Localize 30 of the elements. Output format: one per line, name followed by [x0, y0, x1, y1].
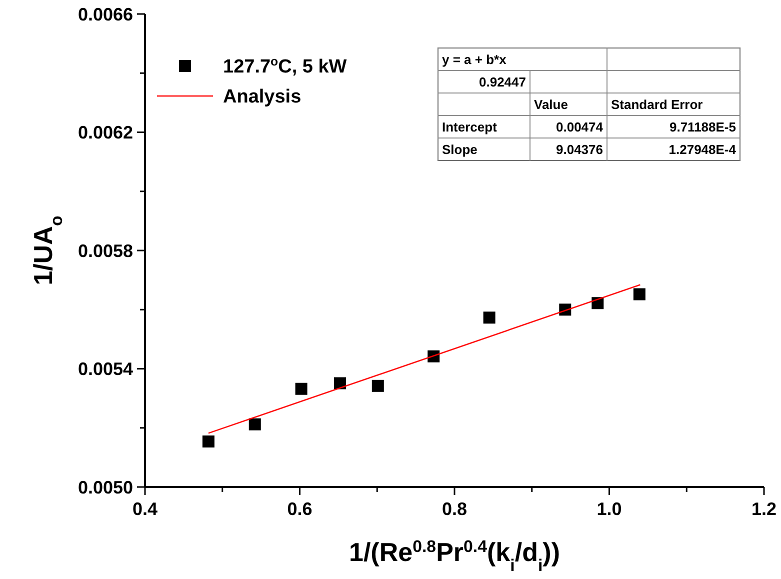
y-tick-label: 0.0066 [78, 4, 133, 24]
legend-label: 127.7$^{o}$C, 5 kW [223, 54, 347, 78]
text: 1/(Re$^{0.8}$Pr$^{0.4}$(k$_{i}$/d$_{i}$)) [349, 536, 560, 574]
point [202, 435, 214, 448]
annotation: 0.00474 [556, 119, 604, 134]
y-tick-label: 0.0058 [78, 240, 133, 261]
annotation: Standard Error [611, 96, 703, 112]
annotation: 0.92447 [479, 74, 526, 90]
x-tick-label: 1.2 [751, 499, 777, 519]
x-tick-label: 0.8 [442, 499, 468, 519]
point [372, 380, 384, 392]
y-tick-label: 0.0054 [78, 359, 133, 380]
annotation: y = a + b*x [442, 52, 508, 67]
annotation: 9.71188E-5 [669, 119, 736, 134]
y-tick-label: 0.0050 [78, 477, 133, 498]
annotation: 9.04376 [556, 142, 603, 157]
point [248, 418, 261, 430]
point [633, 288, 646, 300]
legend-label: Analysis [223, 86, 302, 108]
annotation: Value [534, 96, 568, 112]
y-tick-label: 0.0062 [78, 122, 133, 143]
point [483, 312, 496, 324]
x-tick-label: 0.6 [287, 499, 312, 519]
point [334, 377, 346, 390]
annotation: 1.27948E-4 [668, 142, 737, 157]
annotation: Slope [442, 142, 478, 157]
annotation: Intercept [442, 119, 498, 134]
x-tick-label: 1.0 [596, 499, 622, 519]
x-tick-label: 0.4 [132, 499, 158, 519]
point [295, 382, 308, 395]
